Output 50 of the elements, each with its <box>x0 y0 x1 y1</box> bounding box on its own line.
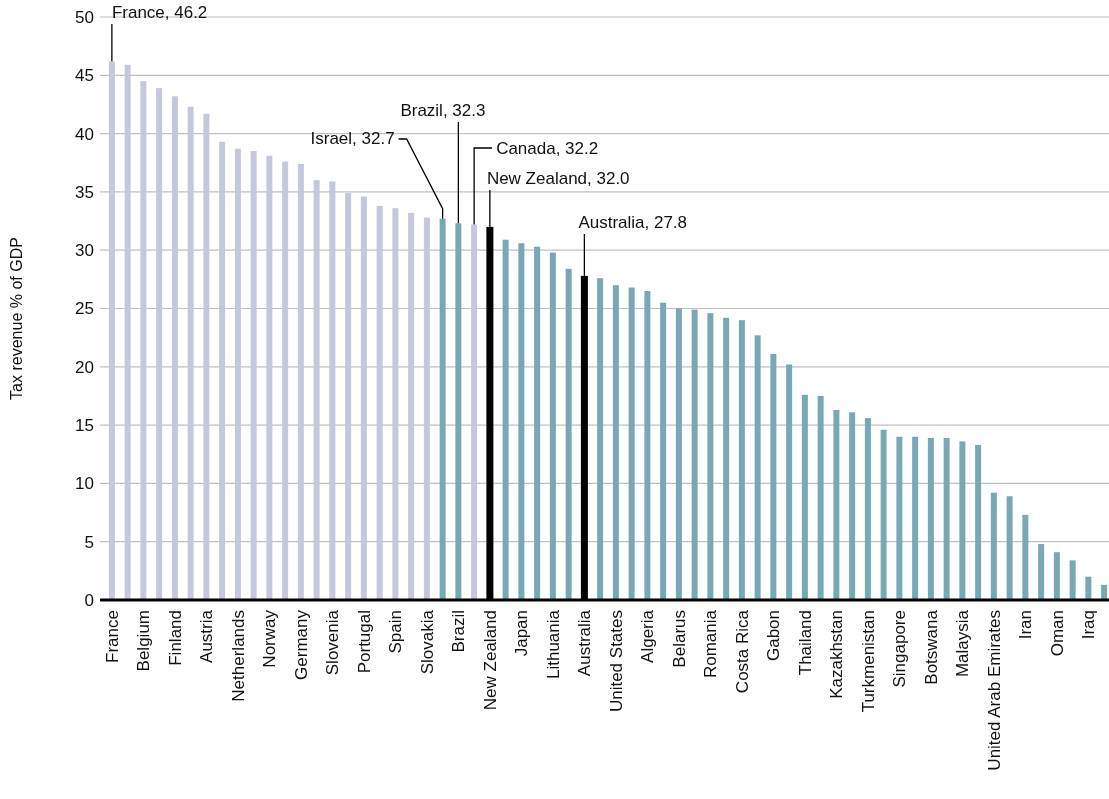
x-tick-label: Slovenia <box>323 609 343 676</box>
x-tick-label: Singapore <box>890 610 910 688</box>
x-tick-label: Thailand <box>795 610 815 676</box>
x-tick-label: Austria <box>197 609 217 663</box>
x-tick-label: United States <box>606 610 626 713</box>
y-tick-label: 5 <box>84 532 94 552</box>
x-tick-label: Japan <box>512 610 532 657</box>
x-tick-label: Belarus <box>669 610 689 668</box>
x-tick-label: Iran <box>1016 610 1036 640</box>
y-tick-label: 0 <box>84 590 94 610</box>
y-tick-label: 30 <box>75 241 94 261</box>
data-label: Canada, 32.2 <box>496 139 599 158</box>
x-tick-label: Brazil <box>449 610 469 653</box>
y-tick-label: 10 <box>75 474 94 494</box>
x-tick-label: Kazakhstan <box>827 610 847 699</box>
x-tick-label: Germany <box>291 609 311 680</box>
x-tick-label: Netherlands <box>228 610 248 702</box>
data-label: Brazil, 32.3 <box>400 101 486 120</box>
y-tick-label: 50 <box>75 7 94 27</box>
x-tick-label: Slovakia <box>417 609 437 675</box>
x-tick-label: Malaysia <box>953 609 973 678</box>
x-tick-label: Botswana <box>921 609 941 685</box>
x-tick-label: Romania <box>701 609 721 679</box>
y-tick-label: 20 <box>75 357 94 377</box>
y-tick-label: 25 <box>75 299 94 319</box>
x-tick-label: Lithuania <box>543 609 563 680</box>
x-tick-label: Spain <box>386 610 406 654</box>
x-tick-label: Belgium <box>134 610 154 672</box>
x-tick-label: Finland <box>165 610 185 666</box>
data-label: France, 46.2 <box>111 3 208 22</box>
y-tick-label: 35 <box>75 182 94 202</box>
x-tick-label: Oman <box>1047 610 1067 657</box>
x-tick-label: Costa Rica <box>732 609 752 694</box>
y-tick-label: 45 <box>75 66 94 86</box>
x-tick-label: Algeria <box>638 609 658 663</box>
x-tick-label: Portugal <box>354 610 374 674</box>
data-label: New Zealand, 32.0 <box>486 169 630 188</box>
x-tick-label: Norway <box>260 609 280 668</box>
y-tick-label: 15 <box>75 416 94 436</box>
x-tick-label: France <box>102 610 122 663</box>
data-label: Australia, 27.8 <box>578 213 688 232</box>
data-label: Israel, 32.7 <box>310 129 395 148</box>
x-tick-label: Turkmenistan <box>858 610 878 713</box>
x-tick-label: Australia <box>575 609 595 677</box>
x-tick-label: United Arab Emirates <box>984 610 1004 771</box>
x-tick-label: Gabon <box>764 610 784 662</box>
x-tick-label: Iraq <box>1079 610 1099 640</box>
x-tick-label: New Zealand <box>480 610 500 711</box>
y-tick-label: 40 <box>75 124 94 144</box>
y-axis-title: Tax revenue % of GDP <box>8 237 25 400</box>
